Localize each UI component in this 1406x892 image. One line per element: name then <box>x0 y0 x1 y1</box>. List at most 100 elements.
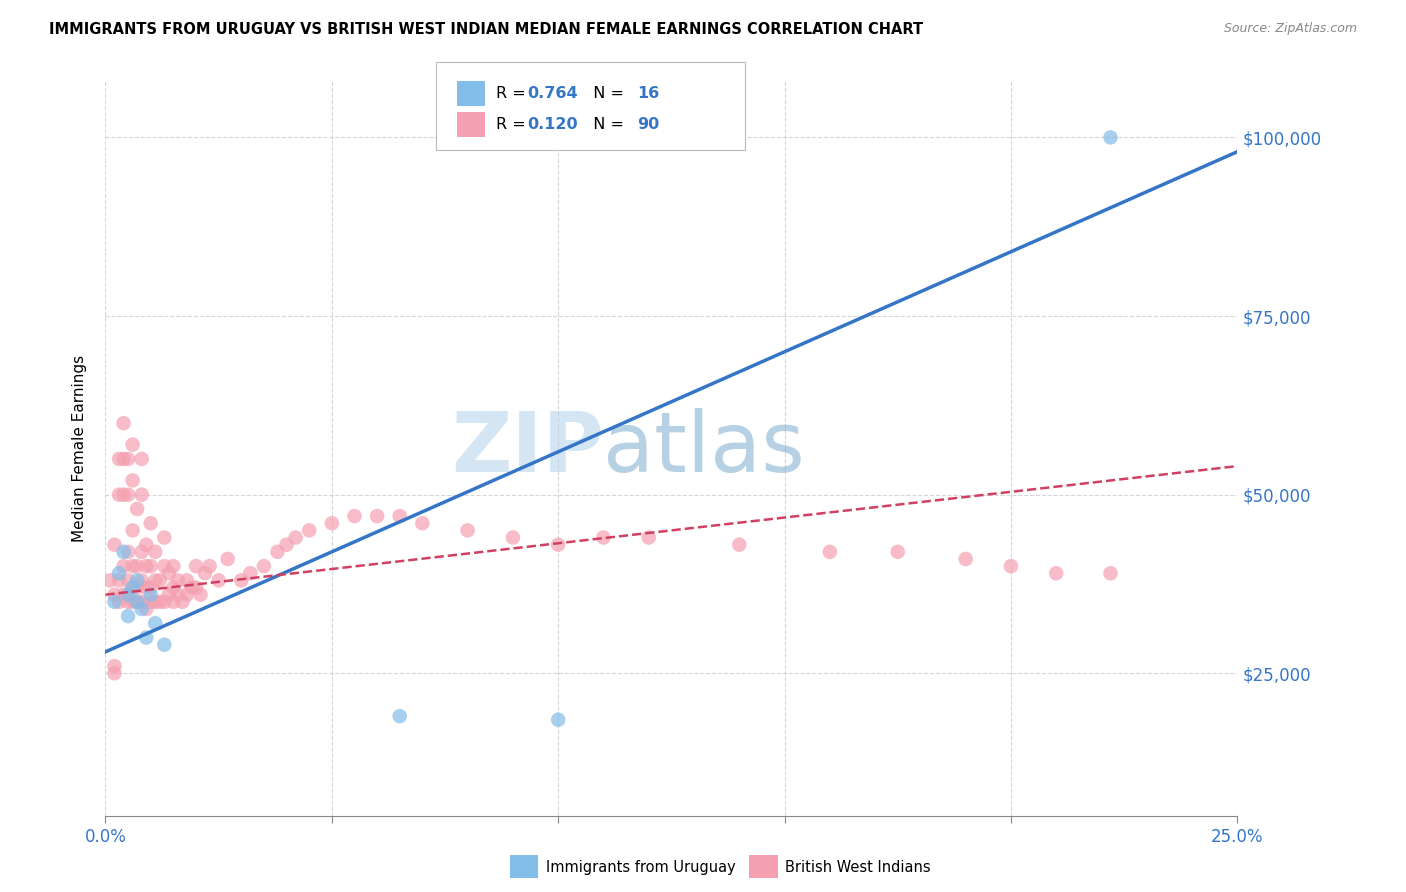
Point <box>284 531 307 545</box>
Point <box>103 659 125 673</box>
Point <box>143 595 166 609</box>
Text: N =: N = <box>583 87 630 101</box>
Point <box>121 474 143 488</box>
Point <box>108 595 131 609</box>
Point <box>153 531 176 545</box>
Point <box>592 531 614 545</box>
Point <box>117 452 139 467</box>
Point <box>112 559 135 574</box>
Text: R =: R = <box>496 118 531 132</box>
Point <box>157 588 180 602</box>
Point <box>121 581 143 595</box>
Point <box>239 566 262 581</box>
Point <box>208 574 231 588</box>
Point <box>121 559 143 574</box>
Point <box>135 631 157 645</box>
Point <box>637 531 659 545</box>
Point <box>153 559 176 574</box>
Point <box>121 595 143 609</box>
Point <box>108 452 131 467</box>
Point <box>127 581 149 595</box>
Point <box>167 588 190 602</box>
Point <box>135 538 157 552</box>
Point <box>157 566 180 581</box>
Point <box>321 516 343 531</box>
Text: 16: 16 <box>637 87 659 101</box>
Point <box>103 538 125 552</box>
Text: IMMIGRANTS FROM URUGUAY VS BRITISH WEST INDIAN MEDIAN FEMALE EARNINGS CORRELATIO: IMMIGRANTS FROM URUGUAY VS BRITISH WEST … <box>49 22 924 37</box>
Point <box>457 524 479 538</box>
Point <box>276 538 298 552</box>
Point <box>728 538 751 552</box>
Point <box>149 574 172 588</box>
Text: R =: R = <box>496 87 531 101</box>
Point <box>127 559 149 574</box>
Point <box>1000 559 1022 574</box>
Point <box>172 595 194 609</box>
Point <box>298 524 321 538</box>
Point <box>112 452 135 467</box>
Point <box>117 488 139 502</box>
Point <box>139 559 162 574</box>
Point <box>135 602 157 616</box>
Point <box>117 588 139 602</box>
Point <box>143 545 166 559</box>
Point <box>112 545 135 559</box>
Point <box>231 574 253 588</box>
Point <box>343 509 366 524</box>
Point <box>112 488 135 502</box>
Point <box>127 574 149 588</box>
Point <box>117 609 139 624</box>
Point <box>502 531 524 545</box>
Point <box>547 713 569 727</box>
Text: ZIP: ZIP <box>451 408 603 489</box>
Point <box>143 574 166 588</box>
Point <box>149 595 172 609</box>
Point <box>153 595 176 609</box>
Point <box>139 516 162 531</box>
Point <box>180 581 202 595</box>
Point <box>162 581 184 595</box>
Text: 0.764: 0.764 <box>527 87 578 101</box>
Point <box>131 595 153 609</box>
Point <box>217 552 239 566</box>
Point <box>131 545 153 559</box>
Point <box>176 588 198 602</box>
Point <box>887 545 910 559</box>
Point <box>153 638 176 652</box>
Point <box>266 545 288 559</box>
Text: atlas: atlas <box>603 408 806 489</box>
Point <box>112 588 135 602</box>
Point <box>103 588 125 602</box>
Point <box>127 595 149 609</box>
Point <box>103 595 125 609</box>
Point <box>127 502 149 516</box>
Point <box>117 545 139 559</box>
Point <box>131 452 153 467</box>
Point <box>108 488 131 502</box>
Point <box>167 574 190 588</box>
Point <box>131 574 153 588</box>
Point <box>121 524 143 538</box>
Point <box>139 588 162 602</box>
Point <box>253 559 276 574</box>
Point <box>162 595 184 609</box>
Point <box>388 509 411 524</box>
Point <box>135 559 157 574</box>
Point <box>1045 566 1067 581</box>
Point <box>108 574 131 588</box>
Point <box>388 709 411 723</box>
Point <box>198 559 221 574</box>
Text: Immigrants from Uruguay: Immigrants from Uruguay <box>546 860 735 874</box>
Point <box>135 581 157 595</box>
Point <box>143 616 166 631</box>
Point <box>121 581 143 595</box>
Point <box>184 581 207 595</box>
Point <box>139 595 162 609</box>
Point <box>117 595 139 609</box>
Point <box>98 574 121 588</box>
Point <box>366 509 388 524</box>
Text: 90: 90 <box>637 118 659 132</box>
Point <box>818 545 841 559</box>
Point <box>117 574 139 588</box>
